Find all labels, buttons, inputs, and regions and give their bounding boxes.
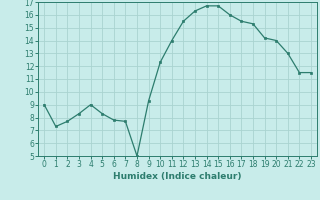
X-axis label: Humidex (Indice chaleur): Humidex (Indice chaleur) xyxy=(113,172,242,181)
